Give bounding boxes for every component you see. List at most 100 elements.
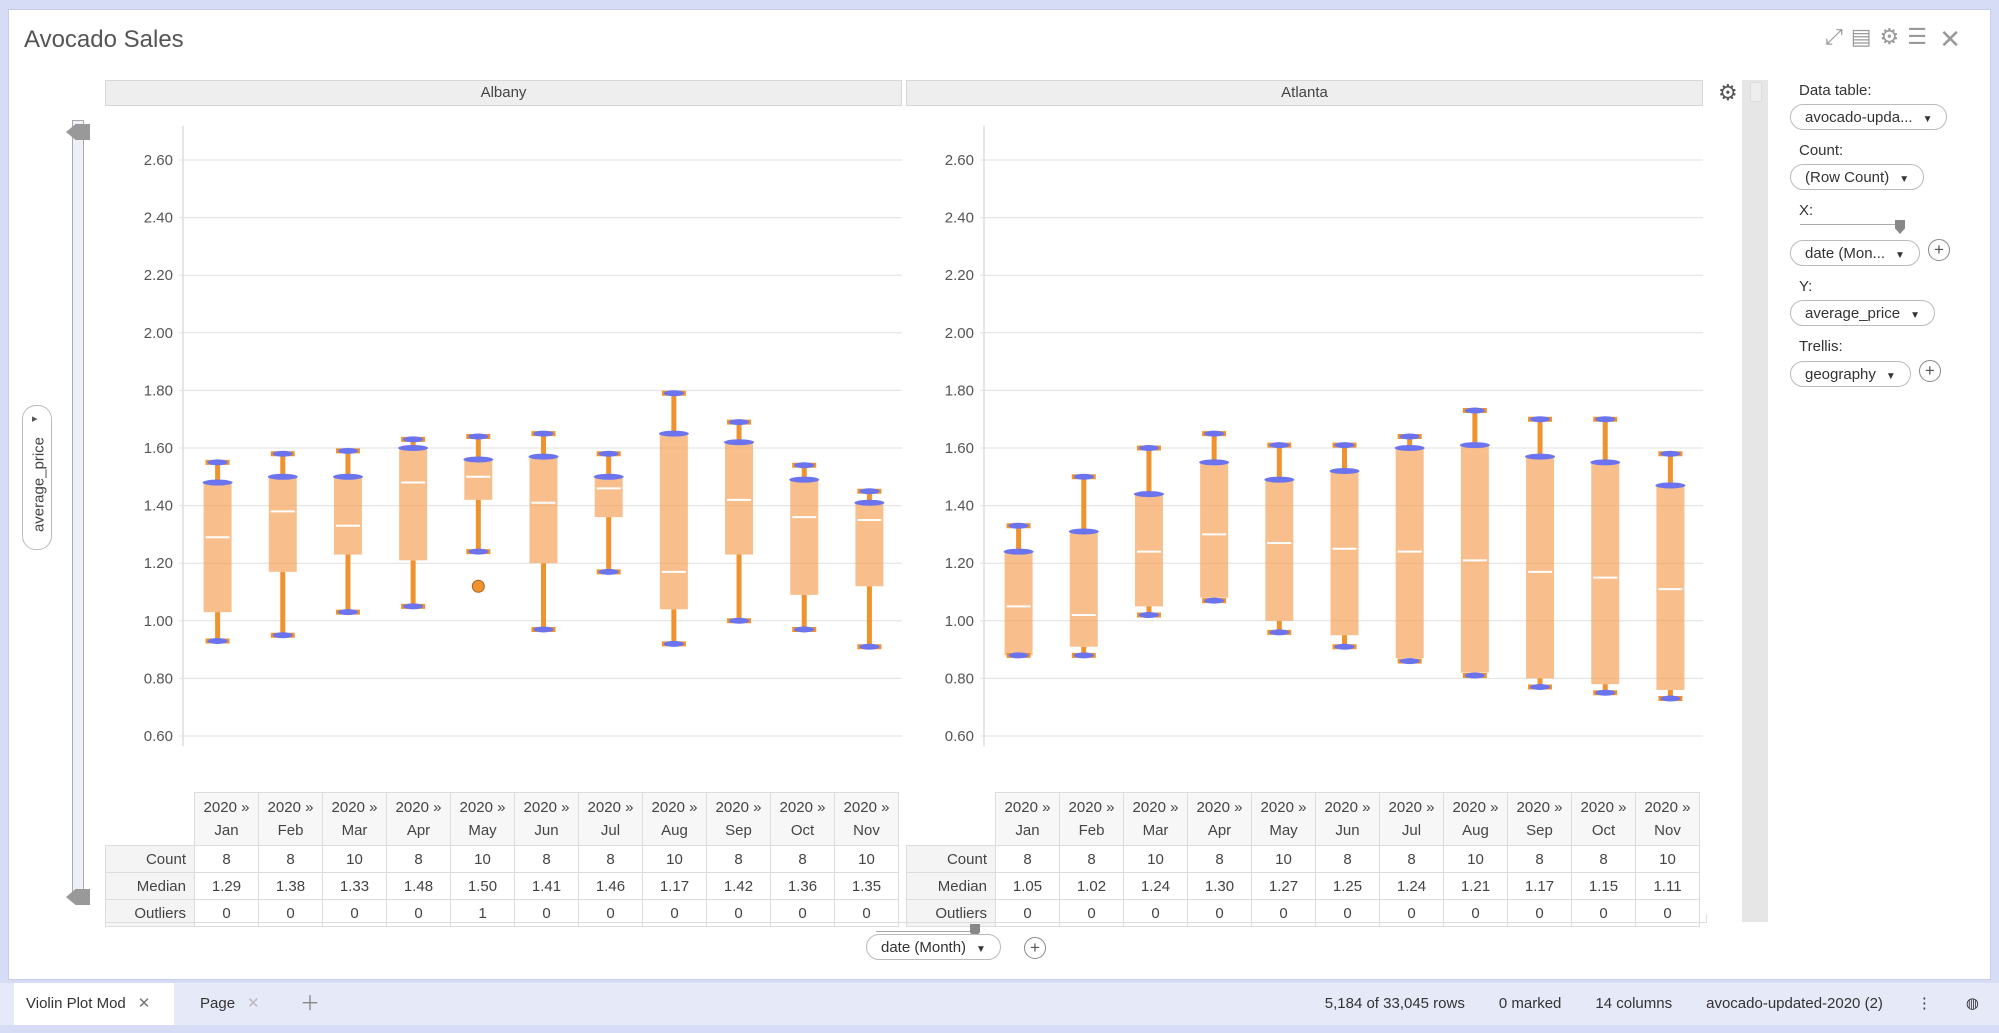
maximize-icon[interactable]: ⤢ <box>1825 24 1843 49</box>
settings-icon[interactable]: ⚙ <box>1879 24 1900 49</box>
x-axis-range-track[interactable] <box>876 931 976 932</box>
table-row: Count 8 8 10 8 10 8 8 10 8 8 10 <box>105 845 899 873</box>
category-month: Oct <box>1591 822 1616 839</box>
x-range-slider-knob[interactable] <box>1895 220 1905 234</box>
violin-chart-albany: 0.60 0.80 1.00 1.20 1.40 1.60 1.80 2.00 2.20 2.40… <box>144 126 902 746</box>
count-selector[interactable]: (Row Count) ▼ <box>1790 164 1925 190</box>
table-cell: 1.24 <box>1123 872 1188 900</box>
page-tab-page[interactable]: Page ✕ <box>190 983 270 1025</box>
visualization-title: Avocado Sales <box>24 26 184 53</box>
y-tick-label: 2.40 <box>144 210 173 227</box>
violin-tip-top <box>207 459 228 466</box>
legend-icon[interactable]: ▤ <box>1850 24 1872 49</box>
x-category-label: 2020 » Aug <box>642 792 707 846</box>
table-cell: 10 <box>1443 845 1508 873</box>
x-category-label: 2020 » Jul <box>578 792 643 846</box>
box-iqr <box>1004 551 1033 656</box>
violin-tip-bottom <box>859 643 880 650</box>
caret-down-icon: ▼ <box>1922 114 1933 125</box>
table-cell: 1.11 <box>1635 872 1700 900</box>
table-cell: 8 <box>1315 845 1380 873</box>
trellis-panel-atlanta: Atlanta 0.60 0.80 1.00 1.20 1.40 1.60 1.80 2.00… <box>906 80 1703 927</box>
category-prefix: 2020 » <box>1260 799 1307 816</box>
globe-icon[interactable]: ◍ <box>1965 995 1979 1012</box>
row-label: Count <box>906 845 996 873</box>
y-range-top-handle[interactable] <box>66 124 90 140</box>
page-tab-violin[interactable]: Violin Plot Mod ✕ <box>14 983 174 1025</box>
data-table-selector[interactable]: avocado-upda... ▼ <box>1790 104 1948 130</box>
x-axis-selector[interactable]: date (Mon... ▼ <box>1790 240 1920 266</box>
violin-tip-bottom <box>1334 643 1355 650</box>
x-axis-range-knob[interactable] <box>970 924 980 938</box>
x-category-label: 2020 » May <box>1251 792 1316 846</box>
list-icon[interactable]: ☰ <box>1907 24 1927 49</box>
table-cell: 1.02 <box>1059 872 1124 900</box>
tab-label: Violin Plot Mod <box>26 995 126 1012</box>
x-axis-bottom-selector[interactable]: date (Month) ▼ <box>866 934 1001 960</box>
add-x-axis-icon[interactable]: + <box>1024 937 1046 959</box>
table-cell: 8 <box>578 845 643 873</box>
close-icon[interactable]: ✕ <box>1939 24 1961 54</box>
category-month: Oct <box>790 822 815 839</box>
more-options-icon[interactable]: ⋮ <box>1916 995 1932 1012</box>
caret-down-icon: ▼ <box>976 944 986 955</box>
box-iqr <box>1460 445 1489 673</box>
add-x-column-icon[interactable]: + <box>1927 239 1950 261</box>
violin-tip-top <box>1269 442 1290 449</box>
trellis-label: Trellis: <box>1799 338 1843 355</box>
table-cell: 1.46 <box>578 872 643 900</box>
y-axis-sidebar-selector[interactable]: average_price ▼ <box>1790 300 1935 326</box>
violin-tip-bottom <box>403 603 424 610</box>
trellis-selector[interactable]: geography ▼ <box>1790 361 1911 387</box>
category-prefix: 2020 » <box>1388 799 1435 816</box>
violin-bulge <box>1068 528 1099 535</box>
column-count: 14 columns <box>1595 995 1673 1012</box>
x-category-label: 2020 » Mar <box>322 792 387 846</box>
x-category-label: 2020 » Sep <box>706 792 771 846</box>
violin-tip-bottom <box>1530 684 1551 691</box>
close-tab-icon[interactable]: ✕ <box>247 995 260 1012</box>
horizontal-scrollbar[interactable] <box>105 914 1707 923</box>
violin-chart-atlanta: 0.60 0.80 1.00 1.20 1.40 1.60 1.80 2.00 2.20 2.40… <box>945 126 1703 746</box>
status-bar: Violin Plot Mod ✕ Page ✕ ＋ 5,184 of 33,045… <box>0 983 1999 1025</box>
violin-tip-bottom <box>1464 672 1485 679</box>
category-prefix: 2020 » <box>267 799 314 816</box>
y-axis-range-slider[interactable] <box>72 120 84 900</box>
category-prefix: 2020 » <box>395 799 442 816</box>
y-tick-label: 0.60 <box>945 728 974 745</box>
add-trellis-column-icon[interactable]: + <box>1918 360 1941 382</box>
table-cell: 1.30 <box>1187 872 1252 900</box>
row-count: 5,184 of 33,045 rows <box>1324 995 1465 1012</box>
y-tick-label: 2.00 <box>945 325 974 342</box>
statistics-table: 2020 » Jan 2020 » Feb 2020 » Mar 2020 » Apr 2020… <box>906 792 1700 927</box>
category-month: Aug <box>1462 822 1489 839</box>
violin-tip-top <box>1464 407 1485 414</box>
y-axis-selector-label: average_price <box>30 436 48 533</box>
y-range-bottom-handle[interactable] <box>66 889 90 905</box>
x-range-slider[interactable] <box>1800 220 1905 234</box>
caret-down-icon: ▼ <box>1910 310 1920 321</box>
caret-down-icon: ▼ <box>1885 371 1896 382</box>
table-cell: 1.25 <box>1315 872 1380 900</box>
violin-tip-top <box>533 430 554 437</box>
table-cell: 10 <box>1635 845 1700 873</box>
close-tab-icon[interactable]: ✕ <box>137 995 151 1012</box>
table-cell: 1.38 <box>258 872 323 900</box>
category-prefix: 2020 » <box>1324 799 1371 816</box>
scrollbar-thumb[interactable] <box>1750 82 1762 102</box>
violin-tip-top <box>859 488 880 495</box>
data-table-name: avocado-updated-2020 (2) <box>1706 995 1883 1012</box>
table-cell: 10 <box>322 845 387 873</box>
x-category-label: 2020 » Feb <box>1059 792 1124 846</box>
gear-icon[interactable]: ⚙ <box>1718 80 1738 105</box>
violin-tip-bottom <box>1138 612 1159 619</box>
violin-tip-bottom <box>1269 629 1290 636</box>
violin-tip-top <box>1530 416 1551 423</box>
vertical-scrollbar[interactable] <box>1742 80 1768 922</box>
table-row: Median 1.29 1.38 1.33 1.48 1.50 1.41 1.46 1.17 1.… <box>105 872 899 900</box>
table-cell: 10 <box>834 845 899 873</box>
category-prefix: 2020 » <box>651 799 698 816</box>
y-axis-selector[interactable]: ▸ average_price <box>22 405 52 550</box>
caret-down-icon: ▼ <box>1895 250 1905 261</box>
add-page-icon[interactable]: ＋ <box>300 993 320 1015</box>
